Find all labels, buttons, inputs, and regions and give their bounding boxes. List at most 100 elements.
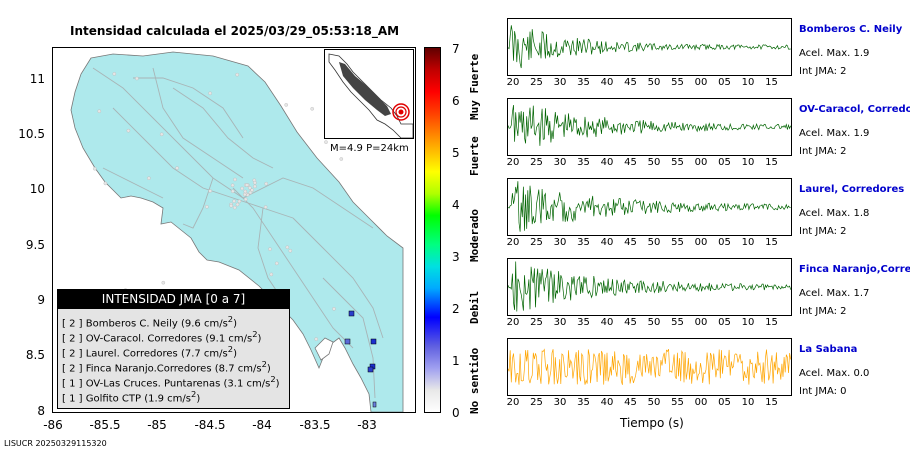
- time-tick-label: 30: [553, 237, 567, 248]
- road-line: [242, 177, 374, 229]
- town-marker: [242, 192, 247, 197]
- waveform-panel: [507, 178, 792, 236]
- town-marker: [230, 183, 235, 188]
- time-tick-label: 20: [506, 77, 520, 88]
- waveform-panel: [507, 258, 792, 316]
- town-marker: [339, 157, 344, 161]
- time-tick-label: 25: [530, 77, 543, 88]
- road-line: [292, 217, 384, 339]
- town-marker: [208, 189, 212, 193]
- time-tick-label: 45: [624, 157, 637, 168]
- station-name: La Sabana: [799, 344, 858, 355]
- time-tick-label: 35: [577, 317, 590, 328]
- legend-title: INTENSIDAD JMA [0 a 7]: [58, 290, 289, 309]
- jma-intensity: Int JMA: 0: [799, 386, 847, 397]
- road-line: [322, 277, 376, 399]
- time-tick-label: 55: [671, 397, 684, 408]
- footer-id: LISUCR 20250329115320: [4, 439, 107, 448]
- colorbar-tick: 7: [452, 42, 460, 56]
- station-name: OV-Caracol, Corredores: [799, 104, 910, 115]
- town-marker: [243, 197, 248, 202]
- town-marker: [310, 107, 315, 111]
- waveform-panel: [507, 98, 792, 156]
- legend-unit-exp: 2: [261, 359, 267, 369]
- road-line: [133, 77, 244, 139]
- jma-intensity: Int JMA: 2: [799, 226, 847, 237]
- road-line: [92, 67, 244, 199]
- town-marker: [232, 205, 237, 210]
- legend-row: [ 2 ] Laurel. Corredores (7.7 cm/s2): [62, 344, 237, 359]
- legend-value: (3.1 cm/s: [223, 378, 271, 390]
- time-tick-label: 45: [624, 397, 637, 408]
- station-marker: [344, 338, 351, 345]
- time-tick-label: 20: [506, 237, 520, 248]
- town-marker: [126, 128, 131, 133]
- costa-rica-map: [70, 51, 404, 412]
- time-tick-label: 05: [718, 237, 731, 248]
- town-marker: [161, 280, 166, 285]
- waveform-trace: [508, 25, 791, 69]
- legend-paren: ): [275, 378, 280, 390]
- town-marker: [93, 166, 97, 171]
- y-tick-label: 8.5: [25, 348, 45, 362]
- town-marker: [253, 180, 257, 185]
- y-tick-label: 11: [29, 72, 45, 86]
- legend-unit-exp: 2: [227, 314, 234, 324]
- legend-row: [ 2 ] Bomberos C. Neily (9.6 cm/s2): [62, 314, 237, 329]
- town-marker: [250, 188, 254, 192]
- time-tick-label: 50: [647, 237, 661, 248]
- legend-station: OV-Caracol. Corredores: [85, 333, 203, 345]
- station-marker: [348, 310, 355, 317]
- legend-row: [ 2 ] OV-Caracol. Corredores (9.1 cm/s2): [62, 329, 261, 344]
- time-tick-label: 15: [765, 157, 778, 168]
- time-tick-label: 00: [694, 157, 708, 168]
- time-tick-label: 15: [765, 237, 778, 248]
- time-tick-label: 30: [553, 77, 567, 88]
- town-marker: [147, 176, 151, 180]
- colorbar-tick: 6: [452, 94, 460, 108]
- inset-region: [339, 62, 391, 116]
- time-tick-label: 30: [553, 397, 567, 408]
- time-tick-label: 45: [624, 237, 637, 248]
- time-tick-label: 05: [718, 157, 731, 168]
- jma-intensity: Int JMA: 2: [799, 306, 847, 317]
- y-tick-label: 10.5: [18, 127, 45, 141]
- time-tick-label: 30: [553, 157, 567, 168]
- time-tick-label: 45: [624, 317, 637, 328]
- town-marker: [314, 337, 319, 341]
- y-tick-label: 9.5: [25, 238, 45, 252]
- colorbar-tick: 5: [452, 146, 460, 160]
- max-acceleration: Acel. Max. 1.7: [799, 288, 870, 299]
- town-marker: [135, 76, 139, 81]
- colorbar-tick: 2: [452, 302, 460, 316]
- town-marker: [274, 261, 279, 266]
- x-tick-label: -85: [147, 418, 167, 432]
- jma-intensity: Int JMA: 2: [799, 66, 847, 77]
- time-tick-label: 40: [600, 237, 614, 248]
- magnitude-depth-label: M=4.9 P=24km: [330, 143, 409, 154]
- inset-map: [328, 53, 413, 138]
- town-marker: [244, 183, 249, 187]
- time-tick-label: 10: [741, 77, 755, 88]
- town-marker: [268, 247, 272, 251]
- legend-station: Golfito CTP: [85, 393, 142, 405]
- time-tick-label: 10: [741, 317, 755, 328]
- station-name: Bomberos C. Neily: [799, 24, 903, 35]
- road-line: [152, 67, 244, 179]
- legend-row: [ 1 ] OV-Las Cruces. Puntarenas (3.1 cm/…: [62, 374, 280, 389]
- town-marker: [332, 307, 336, 311]
- time-tick-label: 25: [530, 397, 543, 408]
- waveform-trace: [508, 181, 791, 232]
- town-marker: [285, 245, 290, 250]
- station-marker: [372, 401, 377, 408]
- time-tick-label: 40: [600, 157, 614, 168]
- legend-value: (9.6 cm/s: [180, 318, 228, 330]
- town-marker: [103, 181, 108, 186]
- legend-row: [ 1 ] Golfito CTP (1.9 cm/s2): [62, 389, 200, 404]
- time-tick-label: 30: [553, 317, 567, 328]
- town-marker: [269, 272, 274, 277]
- legend-unit-exp: 2: [227, 344, 234, 354]
- town-marker: [175, 166, 179, 170]
- station-name: Finca Naranjo,Corredores: [799, 264, 910, 275]
- town-marker: [237, 199, 242, 204]
